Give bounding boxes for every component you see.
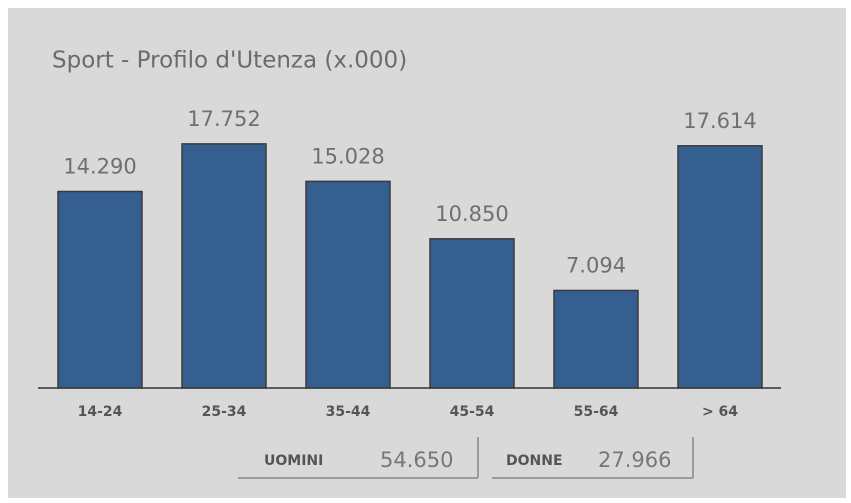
chart-title: Sport - Profilo d'Utenza (x.000) xyxy=(52,48,407,74)
summary-label: UOMINI xyxy=(264,453,323,469)
bar xyxy=(181,143,267,389)
bar xyxy=(677,145,763,389)
x-tick-label: 45-54 xyxy=(450,404,495,420)
summary-label: DONNE xyxy=(506,453,563,469)
bar xyxy=(57,190,143,389)
x-tick-label: 14-24 xyxy=(78,404,123,420)
value-label: 17.614 xyxy=(683,109,756,133)
value-label: 10.850 xyxy=(435,202,508,226)
summary-value: 54.650 xyxy=(380,448,453,472)
bar xyxy=(553,289,639,389)
value-label: 15.028 xyxy=(311,144,384,168)
value-label: 17.752 xyxy=(187,107,260,131)
x-tick-label: 35-44 xyxy=(326,404,371,420)
value-label: 7.094 xyxy=(566,253,626,277)
bar xyxy=(429,238,515,389)
value-label: 14.290 xyxy=(63,155,136,179)
x-tick-label: 55-64 xyxy=(574,404,619,420)
bar xyxy=(305,180,391,389)
x-tick-label: 25-34 xyxy=(202,404,247,420)
summary-value: 27.966 xyxy=(598,448,671,472)
x-tick-label: > 64 xyxy=(702,404,738,420)
